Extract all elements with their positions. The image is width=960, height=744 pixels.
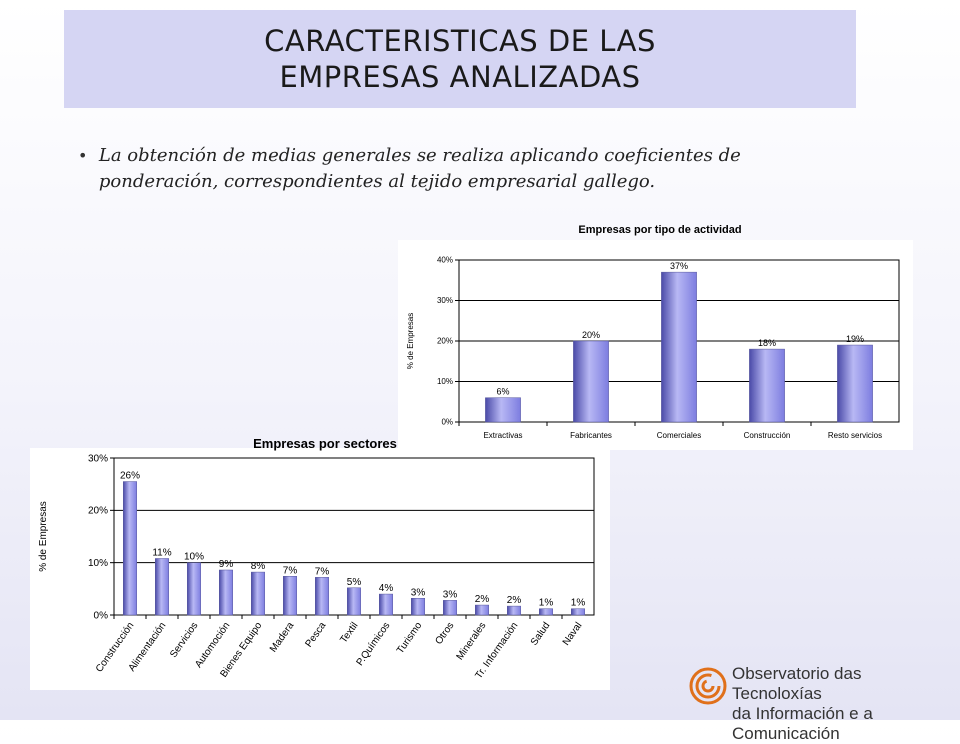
data-label: 4% [379,583,394,594]
y-tick-label: 10% [437,377,453,386]
data-label: 37% [670,261,688,271]
y-tick-label: 30% [437,296,453,305]
slide-title: CARACTERISTICAS DE LAS EMPRESAS ANALIZAD… [264,24,656,94]
data-label: 7% [315,566,330,577]
bar [123,481,137,616]
data-label: 5% [347,577,362,588]
data-label: 18% [758,338,776,348]
data-label: 6% [496,387,509,397]
title-banner: CARACTERISTICAS DE LAS EMPRESAS ANALIZAD… [64,10,856,108]
x-tick-label: Construcción [744,431,791,440]
bar [507,605,521,616]
data-label: 7% [283,565,298,576]
bullet-text: La obtención de medias generales se real… [98,145,741,192]
bar [251,571,265,616]
bar [347,587,361,616]
bar [379,593,393,616]
bar [661,271,697,423]
bar [749,348,785,423]
data-label: 1% [539,598,554,609]
bar [219,569,233,616]
data-label: 19% [846,334,864,344]
x-tick-label: Comerciales [657,431,701,440]
bar [411,598,425,616]
bar [283,576,297,616]
bar [539,608,553,616]
data-label: 20% [582,330,600,340]
y-tick-label: 30% [88,453,108,464]
logo-line-1: Observatorio das Tecnoloxías [732,664,862,703]
spiral-logo-icon [689,667,727,705]
observatorio-logo: Observatorio das Tecnoloxías da Informac… [688,660,953,743]
bar [837,344,873,423]
bar [155,558,169,616]
bullet-dot: • [78,146,88,165]
data-label: 8% [251,561,266,572]
bullet-item: • La obtención de medias generales se re… [78,143,838,195]
y-tick-label: 0% [94,610,109,621]
bar [485,397,521,423]
bar [573,340,609,423]
data-label: 9% [219,559,234,570]
y-tick-label: 0% [441,418,453,427]
bar [475,604,489,616]
sectors-chart: Empresas por sectores % de Empresas 0% 10% 2… [30,436,610,690]
data-label: 3% [443,589,458,600]
y-tick-label: 20% [88,506,108,517]
x-tick-label: Fabricantes [570,431,612,440]
y-axis-label: % de Empresas [38,501,49,572]
chart-title: Empresas por tipo de actividad [578,224,741,236]
y-axis-label: % de Empresas [406,313,415,369]
bar [315,577,329,616]
x-tick-label: Extractivas [483,431,522,440]
data-label: 11% [152,547,171,558]
activity-type-chart: Empresas por tipo de actividad % de Empre… [398,224,913,450]
data-label: 1% [571,598,586,609]
y-tick-label: 20% [437,337,453,346]
y-tick-label: 40% [437,256,453,265]
x-tick-label: Resto servicios [828,431,882,440]
data-label: 26% [120,471,140,482]
data-label: 10% [184,552,204,563]
y-tick-label: 10% [88,558,108,569]
bar [443,600,457,616]
chart-title: Empresas por sectores [253,436,397,451]
bar [187,562,201,616]
bar [571,608,585,616]
data-label: 2% [475,594,490,605]
data-label: 3% [411,587,426,598]
logo-line-2: da Información e a Comunicación [732,704,873,743]
data-label: 2% [507,595,522,606]
